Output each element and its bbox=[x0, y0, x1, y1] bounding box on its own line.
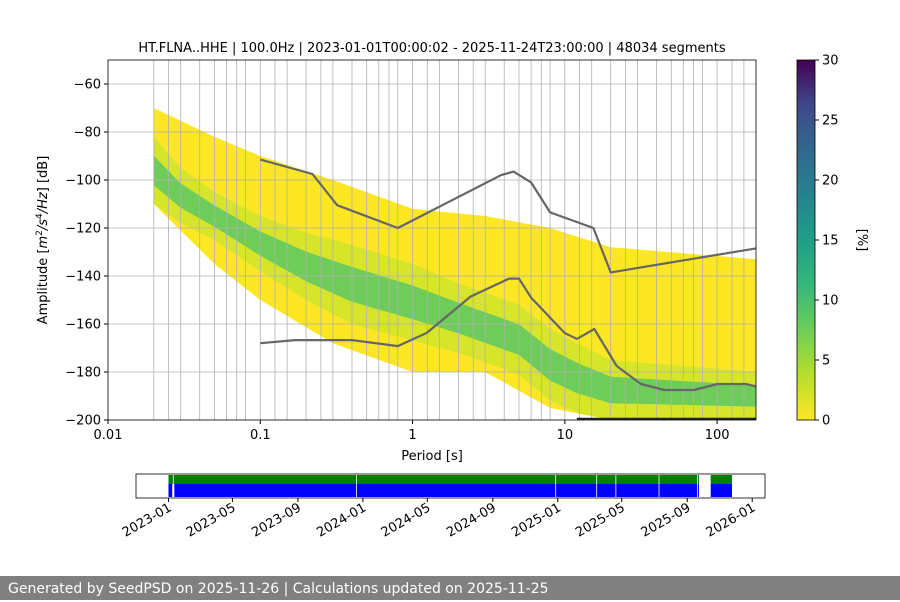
availability-tick-label: 2025-05 bbox=[573, 500, 628, 540]
y-tick-label: −60 bbox=[74, 78, 101, 93]
grid bbox=[108, 60, 756, 420]
availability-tick-label: 2025-01 bbox=[509, 500, 564, 540]
colorbar-gradient bbox=[796, 59, 816, 421]
availability-blue-bar bbox=[174, 484, 699, 497]
availability-tick-label: 2023-05 bbox=[184, 500, 239, 540]
availability-bars bbox=[168, 475, 732, 497]
availability-blue-bar bbox=[168, 484, 173, 497]
availability-tick-label: 2025-09 bbox=[639, 500, 694, 540]
availability-tick-label: 2024-09 bbox=[444, 500, 499, 540]
x-tick-label: 1 bbox=[408, 428, 416, 443]
x-axis-label: Period [s] bbox=[401, 449, 463, 464]
y-axis-ticks: −60 −80 −100 −120 −140 −160 −180 −200 bbox=[65, 78, 108, 429]
availability-ticks: 2023-01 2023-05 2023-09 2024-01 2024-05 2024-… bbox=[120, 498, 758, 541]
colorbar-ticks: 0 5 10 15 20 25 30 bbox=[815, 54, 839, 429]
series-nlnm bbox=[260, 277, 756, 392]
availability-blue-bar bbox=[710, 484, 732, 497]
x-tick-label: 10 bbox=[557, 428, 574, 443]
colorbar-tick-label: 0 bbox=[822, 414, 830, 429]
chart-title: HT.FLNA..HHE | 100.0Hz | 2023-01-01T00:0… bbox=[138, 41, 725, 56]
y-tick-label: −80 bbox=[74, 126, 101, 141]
noise-models bbox=[260, 158, 756, 420]
colorbar-tick-label: 20 bbox=[822, 174, 839, 189]
availability-tick-label: 2024-01 bbox=[314, 500, 369, 540]
plot-area bbox=[108, 60, 756, 420]
colorbar: 0 5 10 15 20 25 30 [%] bbox=[796, 54, 869, 429]
colorbar-tick-label: 5 bbox=[822, 354, 830, 369]
y-tick-label: −100 bbox=[65, 174, 101, 189]
plot-frame bbox=[107, 59, 757, 421]
y-tick-label: −160 bbox=[65, 318, 101, 333]
density-band bbox=[153, 136, 756, 420]
y-tick-label: −120 bbox=[65, 222, 101, 237]
availability-green-bar bbox=[168, 475, 699, 484]
y-axis-label: Amplitude [m2/s4/Hz] [dB] bbox=[35, 156, 51, 325]
series-nhnm bbox=[260, 158, 756, 274]
colorbar-label: [%] bbox=[854, 229, 869, 252]
x-tick-label: 0.1 bbox=[250, 428, 271, 443]
colorbar-tick-label: 30 bbox=[822, 54, 839, 69]
availability-tick-label: 2023-09 bbox=[249, 500, 304, 540]
colorbar-tick-label: 15 bbox=[822, 234, 839, 249]
colorbar-tick-label: 25 bbox=[822, 114, 839, 129]
footer-banner: Generated by SeedPSD on 2025-11-26 | Cal… bbox=[0, 576, 900, 600]
density-envelope bbox=[153, 108, 756, 420]
y-tick-label: −200 bbox=[65, 414, 101, 429]
x-axis-ticks: 0.01 0.1 1 10 100 bbox=[94, 420, 730, 443]
psd-figure: HT.FLNA..HHE | 100.0Hz | 2023-01-01T00:0… bbox=[35, 41, 869, 541]
availability-panel: 2023-01 2023-05 2023-09 2024-01 2024-05 2024-… bbox=[120, 473, 766, 541]
availability-tick-label: 2024-05 bbox=[379, 500, 434, 540]
density-envelope-area bbox=[153, 108, 756, 420]
colorbar-tick-label: 10 bbox=[822, 294, 839, 309]
x-tick-label: 100 bbox=[705, 428, 730, 443]
y-tick-label: −180 bbox=[65, 366, 101, 381]
availability-tick-label: 2026-01 bbox=[704, 500, 759, 540]
y-tick-label: −140 bbox=[65, 270, 101, 285]
availability-tick-label: 2023-01 bbox=[120, 500, 175, 540]
availability-green-bar bbox=[710, 475, 732, 484]
availability-frame bbox=[135, 473, 766, 499]
x-tick-label: 0.01 bbox=[94, 428, 123, 443]
